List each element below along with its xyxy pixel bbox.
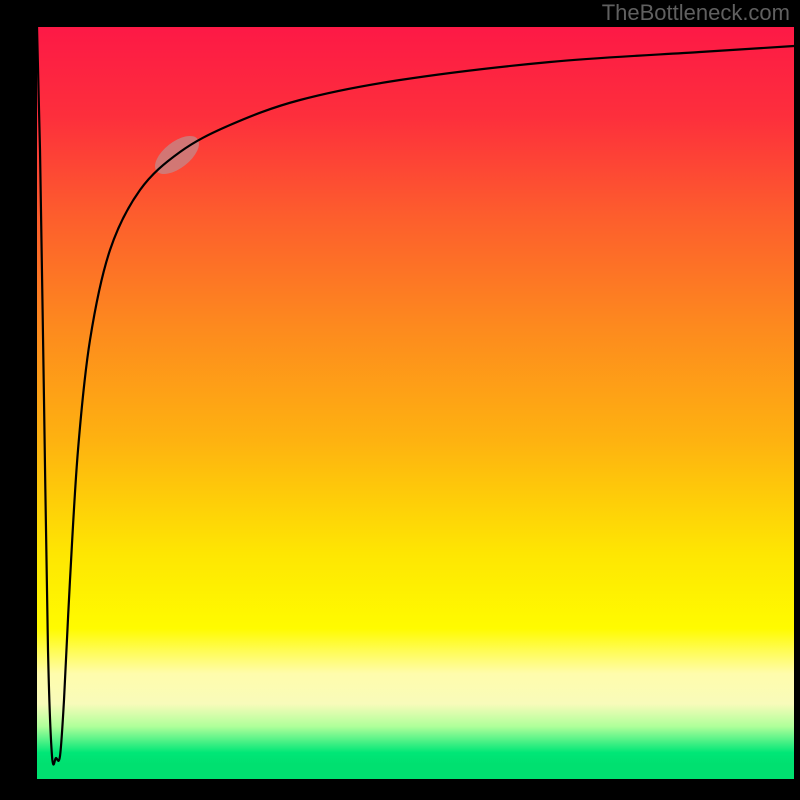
chart-container: { "attribution": "TheBottleneck.com", "c… — [0, 0, 800, 800]
bottleneck-chart — [0, 0, 800, 800]
plot-background — [37, 27, 794, 779]
attribution-text: TheBottleneck.com — [602, 0, 790, 26]
